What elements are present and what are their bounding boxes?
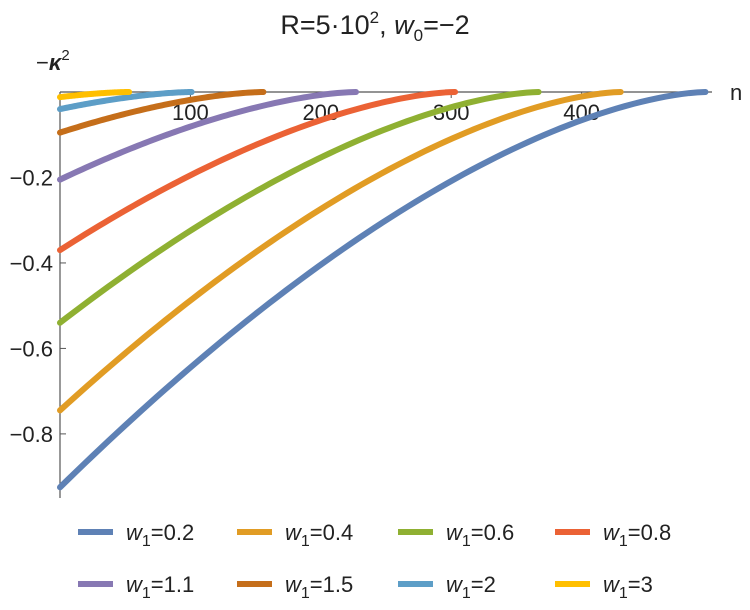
legend-label: w1=0.2 [126, 520, 194, 550]
y-tick-label: −0.8 [10, 422, 53, 447]
series-line-w1-0-4 [57, 89, 624, 414]
series-line-w1-0-8 [57, 89, 459, 254]
series-line-w1-0-6 [57, 89, 542, 326]
ticks: 100 200 300 400−0.2−0.4−0.6−0.8 [10, 92, 600, 447]
chart-title: R=5·102, w0=−2 [280, 8, 469, 45]
y-axis-label: −κ2 [36, 47, 70, 75]
series-line-w1-1-1 [57, 89, 360, 183]
legend-label: w1=1.5 [285, 572, 353, 602]
legend-label: w1=0.4 [285, 520, 353, 550]
legend-label: w1=0.6 [446, 520, 514, 550]
legend-label: w1=0.8 [603, 520, 671, 550]
y-tick-label: −0.6 [10, 336, 53, 361]
legend-label: w1=2 [446, 572, 496, 602]
series-line-w1-3 [57, 89, 133, 101]
legend-label: w1=1.1 [126, 572, 194, 602]
series-line-w1-0-2 [57, 89, 709, 491]
series-group [57, 89, 709, 491]
legend: w1=0.2 w1=0.4 w1=0.6 w1=0.8 w1=1.1 w1=1.5 w1=2… [78, 520, 671, 602]
y-tick-label: −0.2 [10, 165, 53, 190]
legend-label: w1=3 [603, 572, 653, 602]
series-line-w1-2 [57, 89, 195, 113]
y-tick-label: −0.4 [10, 251, 53, 276]
series-line-w1-1-5 [57, 89, 267, 136]
x-axis-label: n [730, 80, 742, 105]
